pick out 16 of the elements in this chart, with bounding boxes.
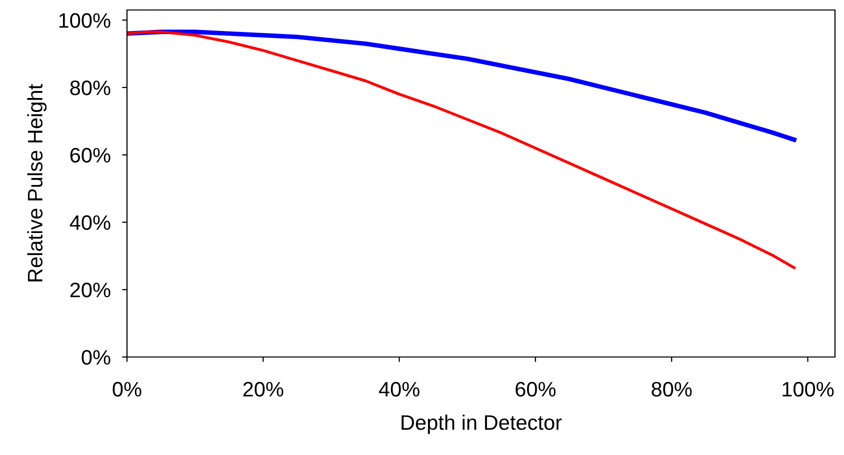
line-series	[127, 30, 796, 142]
x-tick-label: 60%	[516, 382, 556, 397]
y-tick-label: 20%	[70, 282, 110, 298]
y-axis-title: Relative Pulse Height	[27, 84, 47, 282]
x-tick-label: 80%	[652, 382, 692, 397]
x-tick-label: 40%	[378, 382, 420, 397]
y-tick-label: 100%	[59, 13, 110, 28]
y-tick-label: 80%	[70, 80, 110, 96]
x-tick-label: 20%	[243, 382, 284, 397]
y-tick-label: 40%	[70, 215, 110, 230]
x-tick-label: 0%	[112, 382, 142, 397]
x-tick-label: 100%	[782, 382, 834, 397]
y-tick-label: 60%	[70, 148, 110, 163]
x-axis-title: Depth in Detector	[402, 414, 562, 434]
line-series	[127, 30, 796, 270]
y-tick-label: 0%	[82, 350, 110, 365]
